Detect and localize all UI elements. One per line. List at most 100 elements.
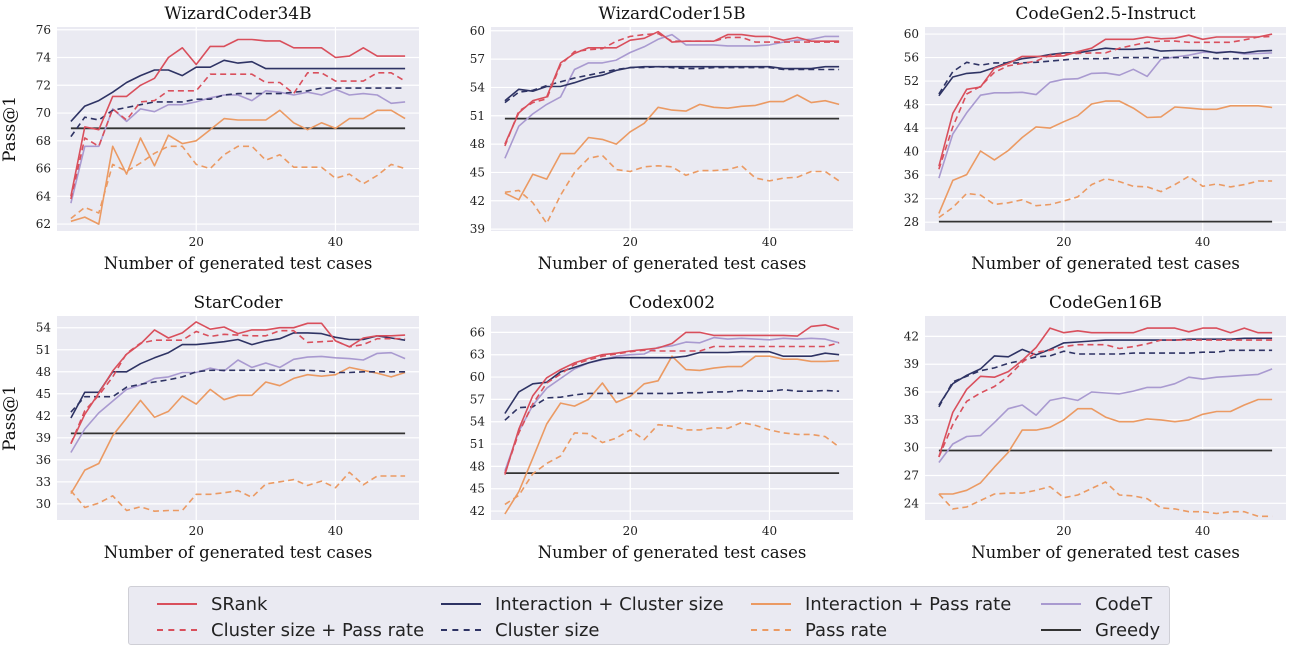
- y-tick-label: 63: [470, 348, 485, 362]
- legend-label-srank: SRank: [211, 593, 268, 615]
- series-line-codet: [70, 88, 406, 204]
- chart-title: WizardCoder15B: [598, 4, 745, 24]
- series-line-ipr: [70, 366, 406, 495]
- y-tick-label: 30: [904, 441, 919, 455]
- legend-swatch-cluster-size: [441, 629, 481, 631]
- y-tick-label: 60: [470, 370, 485, 384]
- y-tick-label: 32: [904, 192, 919, 206]
- x-tick-label: 40: [762, 524, 777, 538]
- y-tick-label: 54: [470, 415, 486, 429]
- y-tick-label: 44: [904, 121, 920, 135]
- x-axis-label: Number of generated test cases: [538, 543, 807, 562]
- x-tick-label: 20: [623, 524, 638, 538]
- y-tick-label: 57: [470, 52, 485, 66]
- y-tick-label: 28: [904, 215, 919, 229]
- x-tick-label: 40: [328, 524, 343, 538]
- y-tick-label: 54: [470, 80, 486, 94]
- y-tick-label: 48: [904, 98, 919, 112]
- legend-item-cluster-size: Cluster size: [441, 617, 600, 643]
- series-line-ipr: [938, 100, 1273, 214]
- series-line-ics: [70, 59, 406, 122]
- series-line-ipr: [504, 355, 840, 515]
- chart-panel-4: 20 40 30 33 36 39 42 45 48 51 54 StarCoder Number of…: [0, 293, 419, 562]
- legend-label-interaction-cluster-size: Interaction + Cluster size: [495, 593, 724, 615]
- y-tick-label: 27: [904, 468, 919, 482]
- series-line-srank: [70, 38, 406, 197]
- series-line-ics: [70, 332, 406, 419]
- x-tick-label: 20: [189, 235, 204, 249]
- legend-label-cluster-size: Cluster size: [495, 619, 600, 641]
- x-axis-label: Number of generated test cases: [104, 543, 373, 562]
- legend: SRank Cluster size + Pass rate Interacti…: [128, 586, 1170, 645]
- plot-background: [491, 27, 853, 231]
- series-line-ics: [938, 337, 1273, 406]
- series-line-ipr: [938, 398, 1273, 495]
- y-tick-label: 52: [904, 74, 919, 88]
- legend-item-greedy: Greedy: [1041, 617, 1160, 643]
- plot-background: [925, 27, 1286, 231]
- chart-title: WizardCoder34B: [164, 4, 311, 24]
- y-tick-label: 68: [36, 134, 51, 148]
- y-tick-label: 51: [470, 109, 485, 123]
- legend-item-pass-rate: Pass rate: [751, 617, 887, 643]
- x-axis-label: Number of generated test cases: [971, 543, 1240, 562]
- series-line-cspr: [938, 35, 1273, 170]
- x-tick-label: 20: [1056, 524, 1071, 538]
- y-tick-label: 60: [904, 27, 919, 41]
- y-tick-label: 30: [36, 497, 51, 511]
- series-line-cs: [938, 349, 1273, 408]
- y-tick-label: 76: [36, 23, 51, 37]
- y-tick-label: 45: [470, 482, 485, 496]
- legend-label-greedy: Greedy: [1095, 619, 1161, 641]
- legend-swatch-interaction-pass-rate: [751, 603, 791, 605]
- x-axis-label: Number of generated test cases: [971, 254, 1240, 273]
- y-tick-label: 36: [36, 453, 51, 467]
- chart-panel-1: 20 40 62 64 66 68 70 72 74 76 WizardCoder34B Number…: [0, 4, 419, 273]
- series-line-ipr: [504, 94, 840, 201]
- y-tick-label: 66: [470, 325, 485, 339]
- y-tick-label: 54: [36, 321, 52, 335]
- x-tick-label: 20: [623, 235, 638, 249]
- chart-title: CodeGen2.5-Instruct: [1015, 4, 1195, 24]
- y-axis-label: Pass@1: [0, 385, 20, 451]
- y-tick-label: 42: [470, 504, 485, 518]
- series-line-pr: [70, 145, 406, 220]
- series-line-ics: [504, 65, 840, 102]
- chart-title: Codex002: [629, 293, 715, 313]
- series-line-codet: [504, 336, 840, 472]
- y-tick-label: 39: [470, 222, 485, 236]
- y-tick-label: 45: [470, 165, 485, 179]
- legend-swatch-srank: [157, 603, 197, 605]
- legend-swatch-cluster-size-pass-rate: [157, 629, 197, 631]
- y-tick-label: 62: [36, 217, 51, 231]
- y-tick-label: 33: [904, 413, 919, 427]
- chart-panel-6: 20 40 24 27 30 33 36 39 42 CodeGen16B Number of ge…: [904, 293, 1286, 562]
- y-tick-label: 64: [36, 189, 52, 203]
- series-line-srank: [938, 33, 1273, 167]
- series-line-srank: [504, 324, 840, 475]
- y-tick-label: 51: [36, 343, 51, 357]
- series-line-ipr: [70, 109, 406, 225]
- chart-panel-3: 20 40 28 32 36 40 44 48 52 56 60 CodeGen2.5-Instruc…: [904, 4, 1286, 273]
- series-line-srank: [504, 30, 840, 145]
- y-tick-label: 39: [36, 431, 51, 445]
- legend-label-pass-rate: Pass rate: [805, 619, 888, 641]
- legend-label-interaction-pass-rate: Interaction + Pass rate: [805, 593, 1012, 615]
- legend-swatch-pass-rate: [751, 629, 791, 631]
- y-tick-label: 33: [36, 475, 51, 489]
- y-tick-label: 48: [470, 137, 485, 151]
- series-line-ics: [504, 350, 840, 414]
- y-tick-label: 36: [904, 168, 919, 182]
- y-tick-label: 56: [904, 51, 919, 65]
- x-tick-label: 40: [1195, 524, 1210, 538]
- y-tick-label: 42: [470, 194, 485, 208]
- series-line-cs: [504, 65, 840, 104]
- y-tick-label: 70: [36, 106, 51, 120]
- y-tick-label: 42: [36, 409, 51, 423]
- y-tick-label: 40: [904, 145, 919, 159]
- x-axis-label: Number of generated test cases: [538, 254, 807, 273]
- chart-panel-2: 20 40 39 42 45 48 51 54 57 60 WizardCoder15B Number…: [470, 4, 853, 273]
- series-line-cs: [938, 56, 1273, 95]
- legend-item-codet: CodeT: [1041, 591, 1152, 617]
